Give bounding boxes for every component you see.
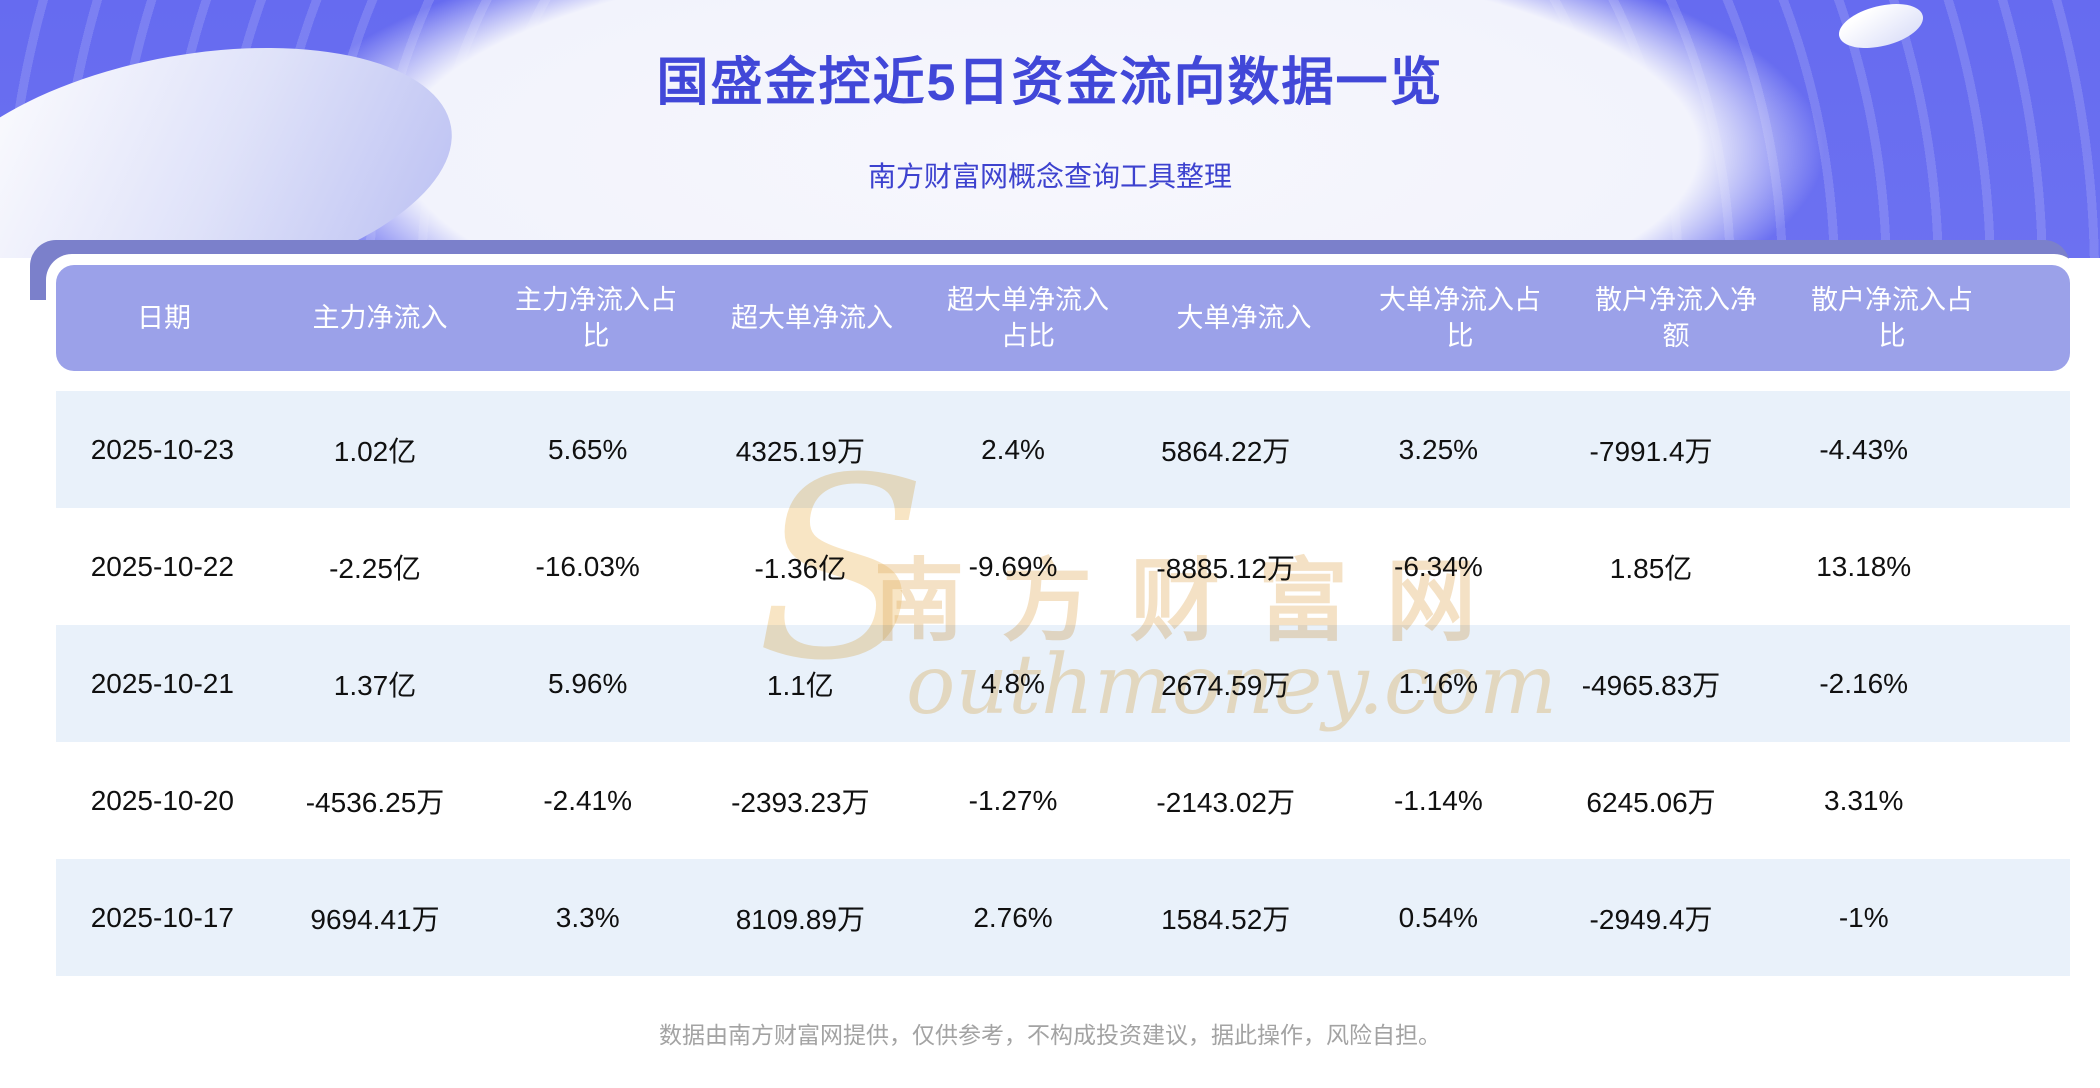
table-row: 2025-10-17 9694.41万 3.3% 8109.89万 2.76% 1584.… [56,859,2070,976]
table-cell: 2674.59万 [1161,669,1291,701]
table-cell: 3.25% [1398,433,1479,465]
table-cell: 5.65% [547,433,628,465]
table-cell: 2.4% [981,433,1045,465]
table-cell: -1% [1838,901,1889,933]
table-cell: -2143.02万 [1156,786,1295,818]
table-cell: 1.02亿 [333,435,417,467]
page-subtitle: 南方财富网概念查询工具整理 [867,161,1232,192]
table-card: 日期 主力净流入 主力净流入占比 超大单净流入 超大单净流入占比 大单净流入 大单净流入占比… [46,254,2080,996]
column-header: 超大单净流入占比 [947,284,1109,351]
table-row: 2025-10-20 -4536.25万 -2.41% -2393.23万 -1.27%… [56,742,2070,859]
column-header: 超大单净流入 [731,302,893,333]
table-cell: 4325.19万 [735,435,865,467]
table-cell: -1.14% [1394,784,1483,816]
table-cell: 3.31% [1824,784,1904,816]
table-cell: -2.25亿 [329,552,421,584]
column-header: 主力净流入 [312,302,448,333]
table-cell: 9694.41万 [310,903,440,935]
table-cell: -4536.25万 [305,786,445,818]
table-row: 2025-10-21 1.37亿 5.96% 1.1亿 4.8% 2674.59万 1.16… [56,625,2070,742]
disclaimer-text: 数据由南方财富网提供，仅供参考，不构成投资建议，据此操作，风险自担。 [659,1022,1441,1048]
column-header: 大单净流入占比 [1379,284,1541,351]
table-cell: -2.41% [543,784,633,816]
table-cell: 2025-10-20 [90,784,234,816]
table-header-row: 日期 主力净流入 主力净流入占比 超大单净流入 超大单净流入占比 大单净流入 大单净流入占比… [56,265,2070,371]
table-cell: 2025-10-22 [90,550,234,582]
table-cell: -16.03% [535,550,640,582]
table-cell: 1584.52万 [1161,903,1291,935]
table-cell: -2949.4万 [1589,903,1713,935]
table-cell: 1.85亿 [1609,552,1693,584]
table-row: 2025-10-23 1.02亿 5.65% 4325.19万 2.4% 5864.22万… [56,391,2070,508]
table-cell: 4.8% [981,667,1045,699]
table-cell: -2.16% [1819,667,1909,699]
table-cell: 5.96% [547,667,628,699]
table-cell: 2025-10-21 [90,667,234,699]
table-cell: -4.43% [1819,433,1909,465]
table-cell: 2.76% [973,901,1053,933]
table-cell: -1.36亿 [754,552,847,584]
table-cell: 2025-10-17 [90,901,234,933]
table-row: 2025-10-22 -2.25亿 -16.03% -1.36亿 -9.69% -8885… [56,508,2070,625]
table-cell: -1.27% [968,784,1058,816]
column-header: 日期 [137,302,191,333]
table-cell: 1.1亿 [766,669,834,701]
table-cell: 13.18% [1816,550,1912,582]
page-title: 国盛金控近5日资金流向数据一览 [656,54,1444,112]
table-cell: 8109.89万 [735,903,865,935]
table-cell: -4965.83万 [1581,669,1721,701]
table-cell: -6.34% [1394,550,1483,582]
table-cell: 0.54% [1398,901,1479,933]
table-cell: 1.16% [1398,667,1479,699]
table-cell: 2025-10-23 [90,433,234,465]
table-cell: 5864.22万 [1161,435,1291,467]
table-cell: 6245.06万 [1586,786,1716,818]
table-cell: 3.3% [555,901,620,933]
column-header: 散户净流入净额 [1595,284,1757,351]
table-cell: -7991.4万 [1589,435,1713,467]
table-cell: -9.69% [968,550,1058,582]
column-header: 主力净流入占比 [515,284,677,351]
table-cell: -2393.23万 [731,786,870,818]
column-header: 散户净流入占比 [1811,284,1973,351]
column-header: 大单净流入 [1176,302,1312,333]
table-cell: 1.37亿 [333,669,417,701]
table-body: 2025-10-23 1.02亿 5.65% 4325.19万 2.4% 5864.22万… [56,391,2070,976]
page-banner: 国盛金控近5日资金流向数据一览 南方财富网概念查询工具整理 [0,0,2100,258]
table-cell: -8885.12万 [1156,552,1295,584]
